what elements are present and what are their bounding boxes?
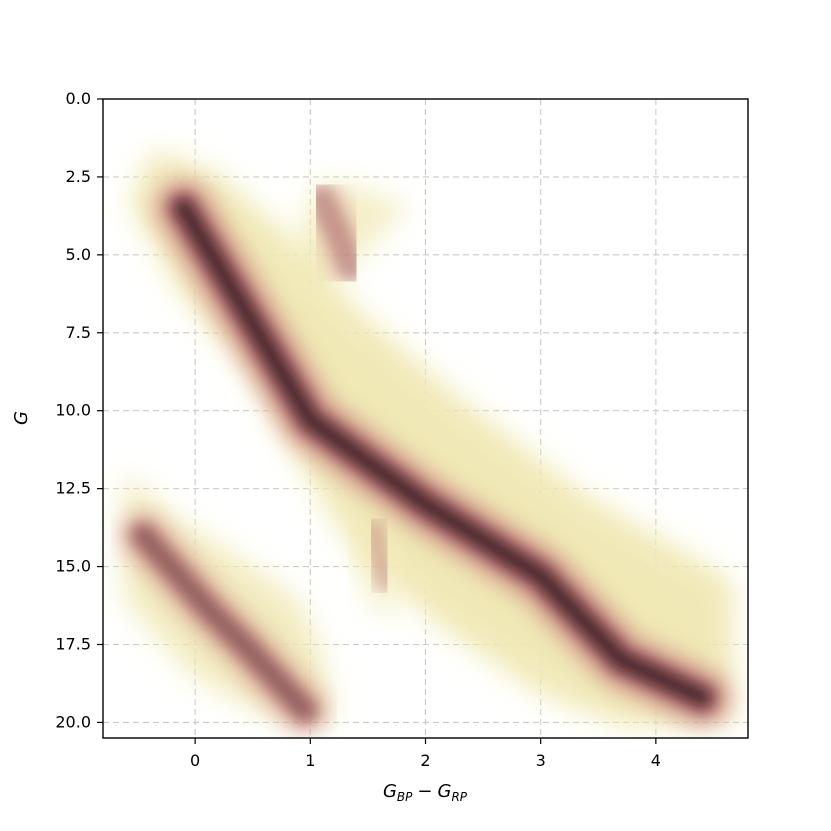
x-axis-label-sub-2: RP	[451, 790, 467, 804]
x-axis-label-minus: −	[417, 781, 432, 802]
y-tick-label: 2.5	[66, 167, 91, 186]
x-tick-label: 4	[651, 751, 661, 770]
x-axis-label-main-1: G	[383, 781, 397, 802]
y-tick-label: 5.0	[66, 245, 91, 264]
density-ridge-core-main-sequence	[174, 199, 711, 707]
y-axis-label: G	[11, 411, 32, 425]
density-region-faint-spur	[356, 510, 400, 617]
density-region-main-sequence	[131, 152, 731, 727]
density-ridge-mid-giant-branch	[309, 186, 363, 280]
density-clipped-group	[119, 152, 731, 734]
y-tick-label: 15.0	[55, 557, 91, 576]
x-tick-label: 3	[536, 751, 546, 770]
x-axis-label-main-2: G	[437, 781, 451, 802]
density-ridge-core-white-dwarf-sequence	[136, 528, 312, 717]
density-ridge-mid-faint-spur	[365, 520, 394, 591]
y-tick-label: 7.5	[66, 323, 91, 342]
y-tick-label: 17.5	[55, 634, 91, 653]
density-region-white-dwarf-sequence	[119, 473, 334, 734]
density-region-giant-branch	[298, 179, 409, 287]
y-tick-label: 10.0	[55, 401, 91, 420]
y-tick-label: 20.0	[55, 712, 91, 731]
density-heatmap	[119, 152, 731, 734]
x-axis-label-sub-1: BP	[397, 790, 413, 804]
x-axis-label: GBP − GRP	[383, 781, 468, 804]
x-tick-label: 0	[190, 751, 200, 770]
x-tick-label: 1	[305, 751, 315, 770]
y-tick-label: 0.0	[66, 89, 91, 108]
x-tick-label: 2	[420, 751, 430, 770]
axis-ticks: 0 1 2 3 4 0.0 2.5 5.0 7.5 10.0 12.5 15.0 17.5 20.0	[55, 89, 661, 770]
y-tick-label: 12.5	[55, 479, 91, 498]
